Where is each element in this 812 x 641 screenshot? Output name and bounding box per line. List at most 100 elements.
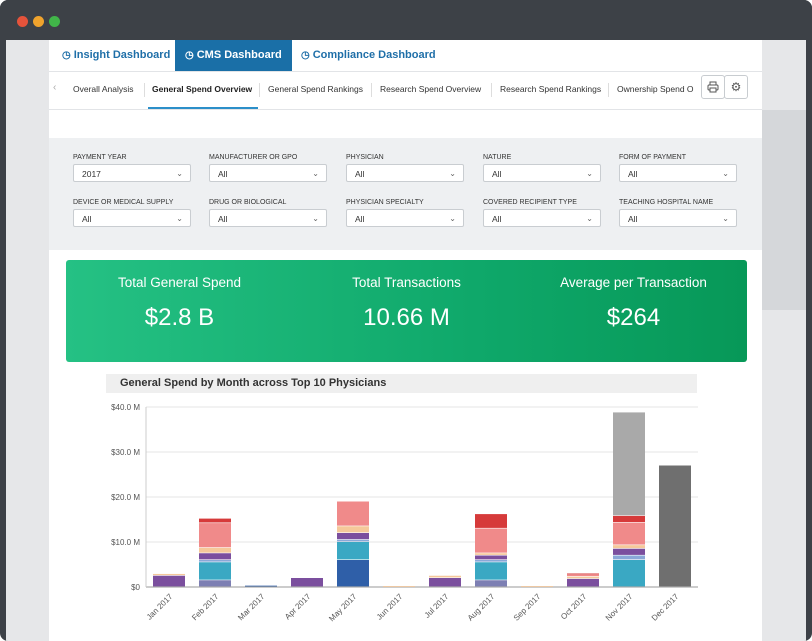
background-right-panel <box>762 110 806 310</box>
kpi-value: $264 <box>606 304 661 331</box>
bar-segment <box>475 514 507 528</box>
settings-button[interactable]: ⚙ <box>724 75 748 99</box>
select-value: All <box>82 214 92 224</box>
tab-ownership-spend-overview[interactable]: Ownership Spend O <box>617 84 694 94</box>
bar-segment <box>153 575 185 587</box>
recipient-type-select[interactable]: All ⌄ <box>483 209 601 227</box>
dashboard-icon: ◷ <box>62 50 71 61</box>
form-of-payment-select[interactable]: All ⌄ <box>619 164 737 182</box>
select-value: All <box>218 169 228 179</box>
bar-segment <box>613 545 645 549</box>
chevron-down-icon: ⌄ <box>176 214 183 223</box>
bar-segment <box>475 555 507 560</box>
x-tick-label: Nov 2017 <box>604 592 635 623</box>
bar-segment <box>199 553 231 560</box>
chevron-down-icon: ⌄ <box>586 169 593 178</box>
bar-segment <box>199 518 231 523</box>
bar-segment <box>199 560 231 562</box>
maximize-window-button[interactable] <box>49 16 60 27</box>
bar-segment <box>613 555 645 560</box>
x-tick-label: Jan 2017 <box>145 592 175 622</box>
tab-general-spend-overview[interactable]: General Spend Overview <box>152 84 253 94</box>
tab-label: Insight Dashboard <box>73 49 171 61</box>
tab-insight-dashboard[interactable]: ◷ Insight Dashboard <box>62 40 170 71</box>
tab-overall-analysis[interactable]: Overall Analysis <box>73 84 134 94</box>
filter-label-nature: NATURE <box>483 154 512 161</box>
print-button[interactable] <box>701 75 725 99</box>
bar-segment <box>613 560 645 587</box>
kpi-value: $2.8 B <box>144 304 215 331</box>
chevron-down-icon: ⌄ <box>449 169 456 178</box>
bar-segment <box>475 560 507 562</box>
bar-segment <box>383 586 415 587</box>
chevron-down-icon: ⌄ <box>312 214 319 223</box>
bar-segment <box>337 526 369 533</box>
y-tick-label: $10.0 M <box>111 538 140 547</box>
payment-year-select[interactable]: 2017 ⌄ <box>73 164 191 182</box>
filter-label-form-of-payment: FORM OF PAYMENT <box>619 154 687 161</box>
minimize-window-button[interactable] <box>33 16 44 27</box>
tab-separator <box>491 83 492 97</box>
bar-segment <box>153 573 185 576</box>
filter-label-manufacturer: MANUFACTURER OR GPO <box>209 154 298 161</box>
chevron-down-icon: ⌄ <box>176 169 183 178</box>
x-tick-label: Sep 2017 <box>512 592 543 623</box>
tab-research-spend-rankings[interactable]: Research Spend Rankings <box>500 84 602 94</box>
y-tick-label: $0 <box>131 583 140 592</box>
tab-cms-dashboard[interactable]: ◷ CMS Dashboard <box>175 40 292 71</box>
bar-segment <box>567 573 599 575</box>
x-tick-label: Dec 2017 <box>650 592 681 623</box>
bar-segment <box>337 533 369 540</box>
y-tick-label: $40.0 M <box>111 403 140 412</box>
bar-segment <box>613 522 645 545</box>
drug-select[interactable]: All ⌄ <box>209 209 327 227</box>
tab-separator <box>144 83 145 97</box>
bar-segment <box>613 515 645 523</box>
select-value: All <box>628 169 638 179</box>
select-value: All <box>628 214 638 224</box>
bar-segment <box>245 585 277 587</box>
filter-label-payment-year: PAYMENT YEAR <box>73 154 127 161</box>
tab-general-spend-rankings[interactable]: General Spend Rankings <box>268 84 363 94</box>
device-select[interactable]: All ⌄ <box>73 209 191 227</box>
bar-segment <box>199 547 231 553</box>
monthly-spend-chart: $0 $10.0 M $20.0 M $30.0 M $40.0 M Jan 2017 Fe… <box>111 403 698 624</box>
x-tick-label: Mar 2017 <box>236 592 267 623</box>
bar-segment <box>337 501 369 526</box>
bar-segment <box>337 542 369 560</box>
teaching-hospital-select[interactable]: All ⌄ <box>619 209 737 227</box>
chart-title: General Spend by Month across Top 10 Phy… <box>120 377 387 389</box>
scroll-left-icon[interactable]: ‹ <box>53 82 57 93</box>
bar-segment <box>567 574 599 577</box>
chevron-down-icon: ⌄ <box>722 214 729 223</box>
kpi-title: Total Transactions <box>352 275 461 290</box>
manufacturer-select[interactable]: All ⌄ <box>209 164 327 182</box>
chevron-down-icon: ⌄ <box>722 169 729 178</box>
x-tick-label: Jul 2017 <box>423 592 451 620</box>
tab-separator <box>608 83 609 97</box>
y-tick-label: $30.0 M <box>111 448 140 457</box>
tab-label: Compliance Dashboard <box>312 49 436 61</box>
bar-segment <box>613 548 645 555</box>
filter-label-physician: PHYSICIAN <box>346 154 384 161</box>
x-tick-label: Apr 2017 <box>283 592 313 622</box>
nature-select[interactable]: All ⌄ <box>483 164 601 182</box>
select-value: All <box>355 169 365 179</box>
bar-segment <box>199 562 231 580</box>
print-icon <box>707 81 719 93</box>
x-tick-label: Feb 2017 <box>190 592 221 623</box>
filter-label-teaching-hospital: TEACHING HOSPITAL NAME <box>619 199 714 206</box>
specialty-select[interactable]: All ⌄ <box>346 209 464 227</box>
bar-segment <box>567 576 599 579</box>
y-tick-label: $20.0 M <box>111 493 140 502</box>
close-window-button[interactable] <box>17 16 28 27</box>
bar-segment <box>475 528 507 553</box>
window-titlebar <box>0 0 812 40</box>
bar-segment <box>475 553 507 555</box>
tab-compliance-dashboard[interactable]: ◷ Compliance Dashboard <box>301 40 436 71</box>
select-value: All <box>355 214 365 224</box>
physician-select[interactable]: All ⌄ <box>346 164 464 182</box>
x-tick-label: May 2017 <box>327 592 359 624</box>
tab-research-spend-overview[interactable]: Research Spend Overview <box>380 84 482 94</box>
